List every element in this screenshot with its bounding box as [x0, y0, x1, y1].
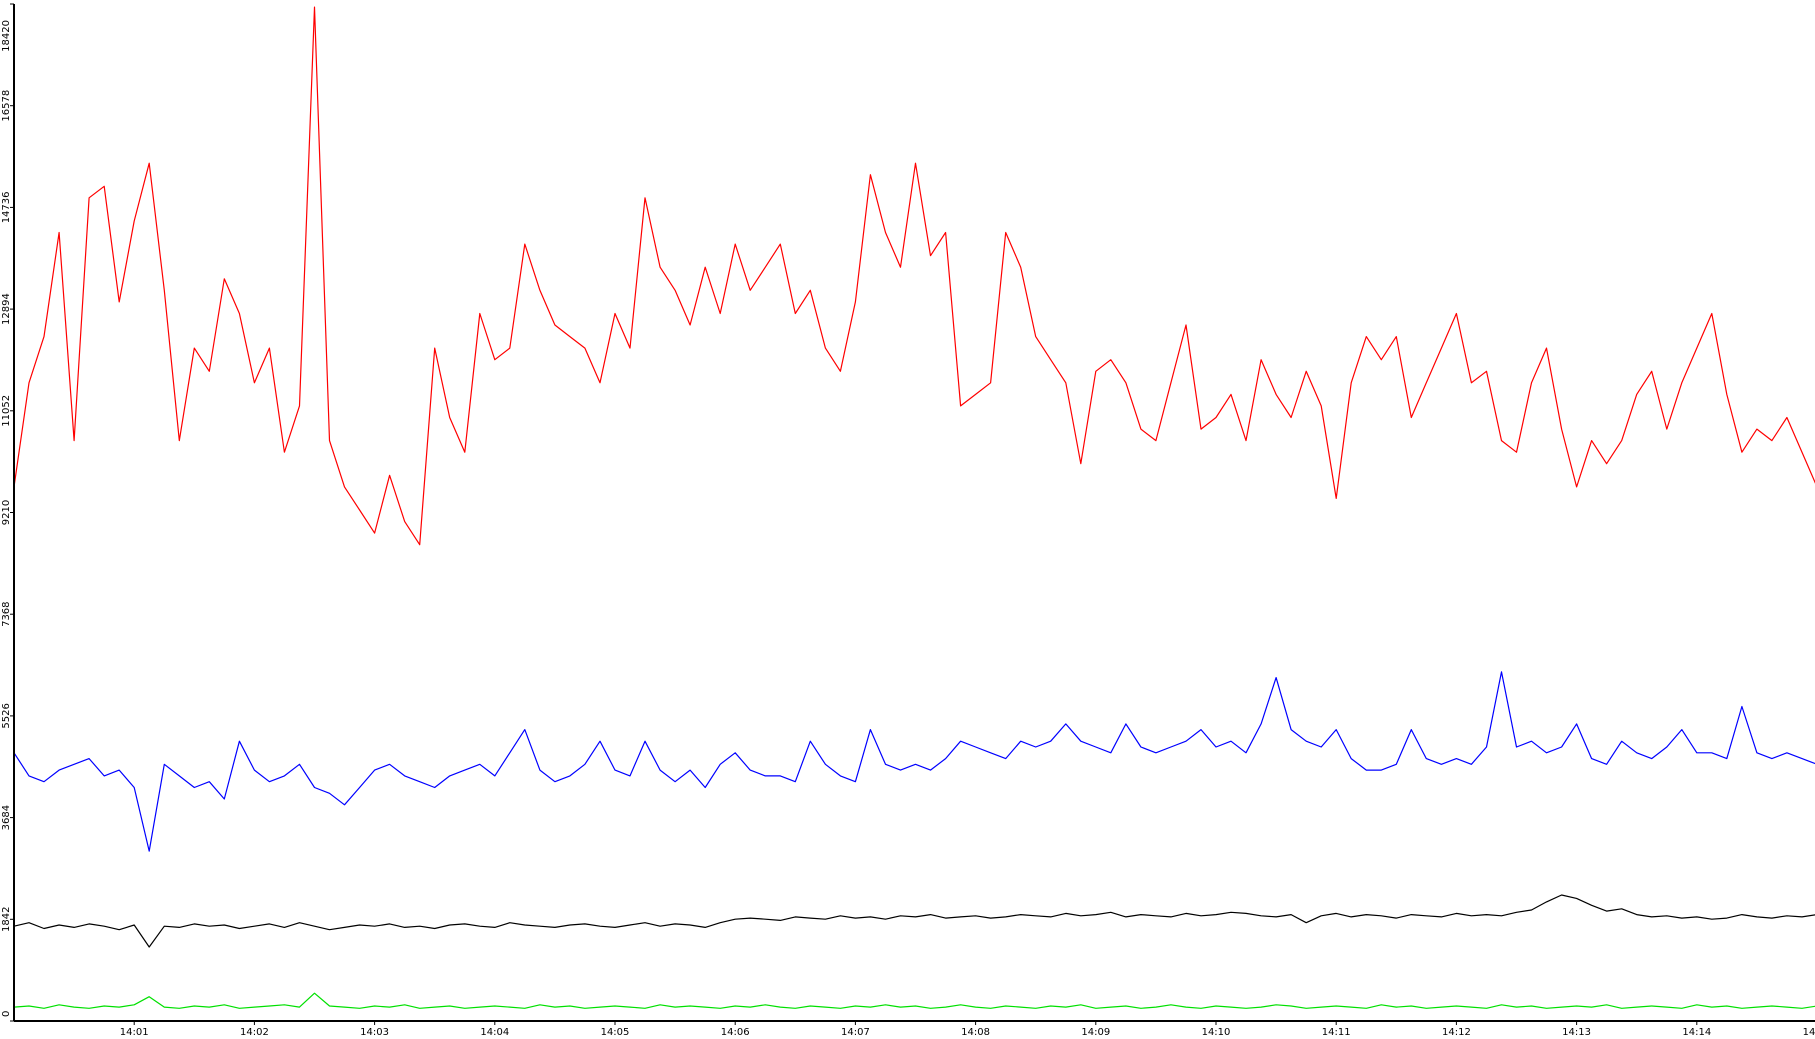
y-tick-label: 5526 [1, 703, 12, 728]
series-line [13, 671, 1815, 852]
y-tick-label: 0 [1, 1011, 12, 1017]
series-line [13, 894, 1815, 948]
x-tick-label: 14:13 [1562, 1027, 1591, 1038]
y-tick-label: 9210 [1, 500, 12, 525]
x-tick-label: 14:04 [480, 1027, 509, 1038]
x-tick-label: 14:11 [1322, 1027, 1351, 1038]
x-tick-label: 14:14 [1682, 1027, 1711, 1038]
y-tick-label: 1842 [1, 907, 12, 932]
x-tick-label: 14:08 [961, 1027, 990, 1038]
x-tick-label: 14:15 [1803, 1027, 1815, 1038]
series-line [13, 6, 1815, 546]
x-tick-label: 14:03 [360, 1027, 389, 1038]
y-tick-label: 11052 [1, 395, 12, 427]
x-tick-label: 14:10 [1202, 1027, 1231, 1038]
y-tick-label: 16578 [1, 90, 12, 122]
x-tick-label: 14:12 [1442, 1027, 1471, 1038]
y-tick-label: 14736 [1, 191, 12, 223]
x-tick-label: 14:07 [841, 1027, 870, 1038]
y-tick-label: 3684 [1, 805, 12, 830]
y-tick-label: 7368 [1, 601, 12, 626]
y-tick-label: 12894 [1, 293, 12, 325]
x-tick-label: 14:06 [721, 1027, 750, 1038]
x-tick-label: 14:05 [601, 1027, 630, 1038]
y-tick-label: 18420 [1, 20, 12, 52]
series-line [13, 992, 1815, 1009]
x-tick-label: 14:01 [120, 1027, 149, 1038]
x-tick-label: 14:02 [240, 1027, 269, 1038]
x-tick-label: 14:09 [1081, 1027, 1110, 1038]
